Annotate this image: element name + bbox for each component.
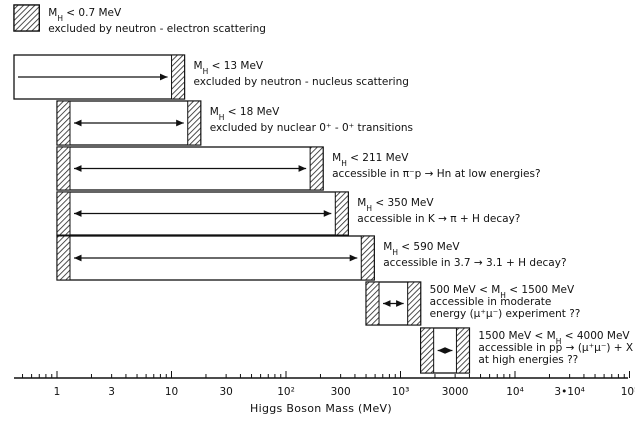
hatch-left (56, 191, 71, 236)
hatch-left (56, 235, 71, 281)
x-axis: 1 3 10 30 10² 300 10³ 3000 10⁴ 3•10⁴ 10⁵ (14, 371, 635, 398)
hatch-right (455, 327, 470, 374)
tick-label: 300 (331, 386, 351, 398)
range-label-line: excluded by neutron - electron scatterin… (48, 23, 266, 35)
hatch-right (171, 54, 186, 100)
tick-label: 30 (219, 386, 232, 398)
range-label-line: accessible in 3.7 → 3.1 + H decay? (383, 257, 566, 269)
tick-label: 10² (277, 386, 295, 398)
hatch-right (334, 191, 349, 236)
tick-label: 3000 (442, 386, 469, 398)
range-label-line: accessible in moderate (430, 296, 552, 308)
range-label-line: accessible in π⁻p → Hn at low energies? (332, 168, 540, 180)
hatch-right (360, 235, 375, 281)
tick-label: 10⁵ (621, 386, 635, 398)
range-label-line: 1500 MeV < MH < 4000 MeV (478, 330, 630, 346)
hatch-right (187, 100, 202, 146)
tick-label: 10 (165, 386, 178, 398)
range-label-line: energy (μ⁺μ⁻) experiment ?? (430, 308, 581, 320)
hatch-right (309, 146, 324, 191)
range-label-line: MH < 0.7 MeV (48, 7, 122, 23)
hatch-left (365, 281, 380, 326)
range-label-line: excluded by nuclear 0⁺ - 0⁺ transitions (210, 122, 413, 134)
tick-label: 1 (54, 386, 61, 398)
range-label-line: MH < 13 MeV (194, 60, 264, 76)
range-label-line: MH < 590 MeV (383, 241, 460, 257)
tick-label: 10³ (392, 386, 410, 398)
hatch-left (420, 327, 435, 374)
x-axis-title: Higgs Boson Mass (MeV) (250, 402, 392, 415)
tick-label: 3•10⁴ (554, 386, 584, 398)
hatch-left (56, 146, 71, 191)
range-label-line: accessible in K → π + H decay? (357, 213, 520, 225)
hatch-right (407, 281, 422, 326)
range-label-line: accessible in pp → (μ⁺μ⁻) + X (478, 342, 633, 354)
range-label-line: at high energies ?? (478, 354, 578, 366)
tick-label: 10⁴ (506, 386, 524, 398)
hatch-left (56, 100, 71, 146)
tick-label: 3 (108, 386, 115, 398)
hatch-fill (13, 4, 40, 32)
range-label-line: MH < 211 MeV (332, 152, 409, 168)
range-label-line: 500 MeV < MH < 1500 MeV (430, 284, 575, 300)
range-label-line: MH < 350 MeV (357, 197, 434, 213)
range-label-line: excluded by neutron - nucleus scattering (194, 76, 409, 88)
range-label-line: MH < 18 MeV (210, 106, 280, 122)
